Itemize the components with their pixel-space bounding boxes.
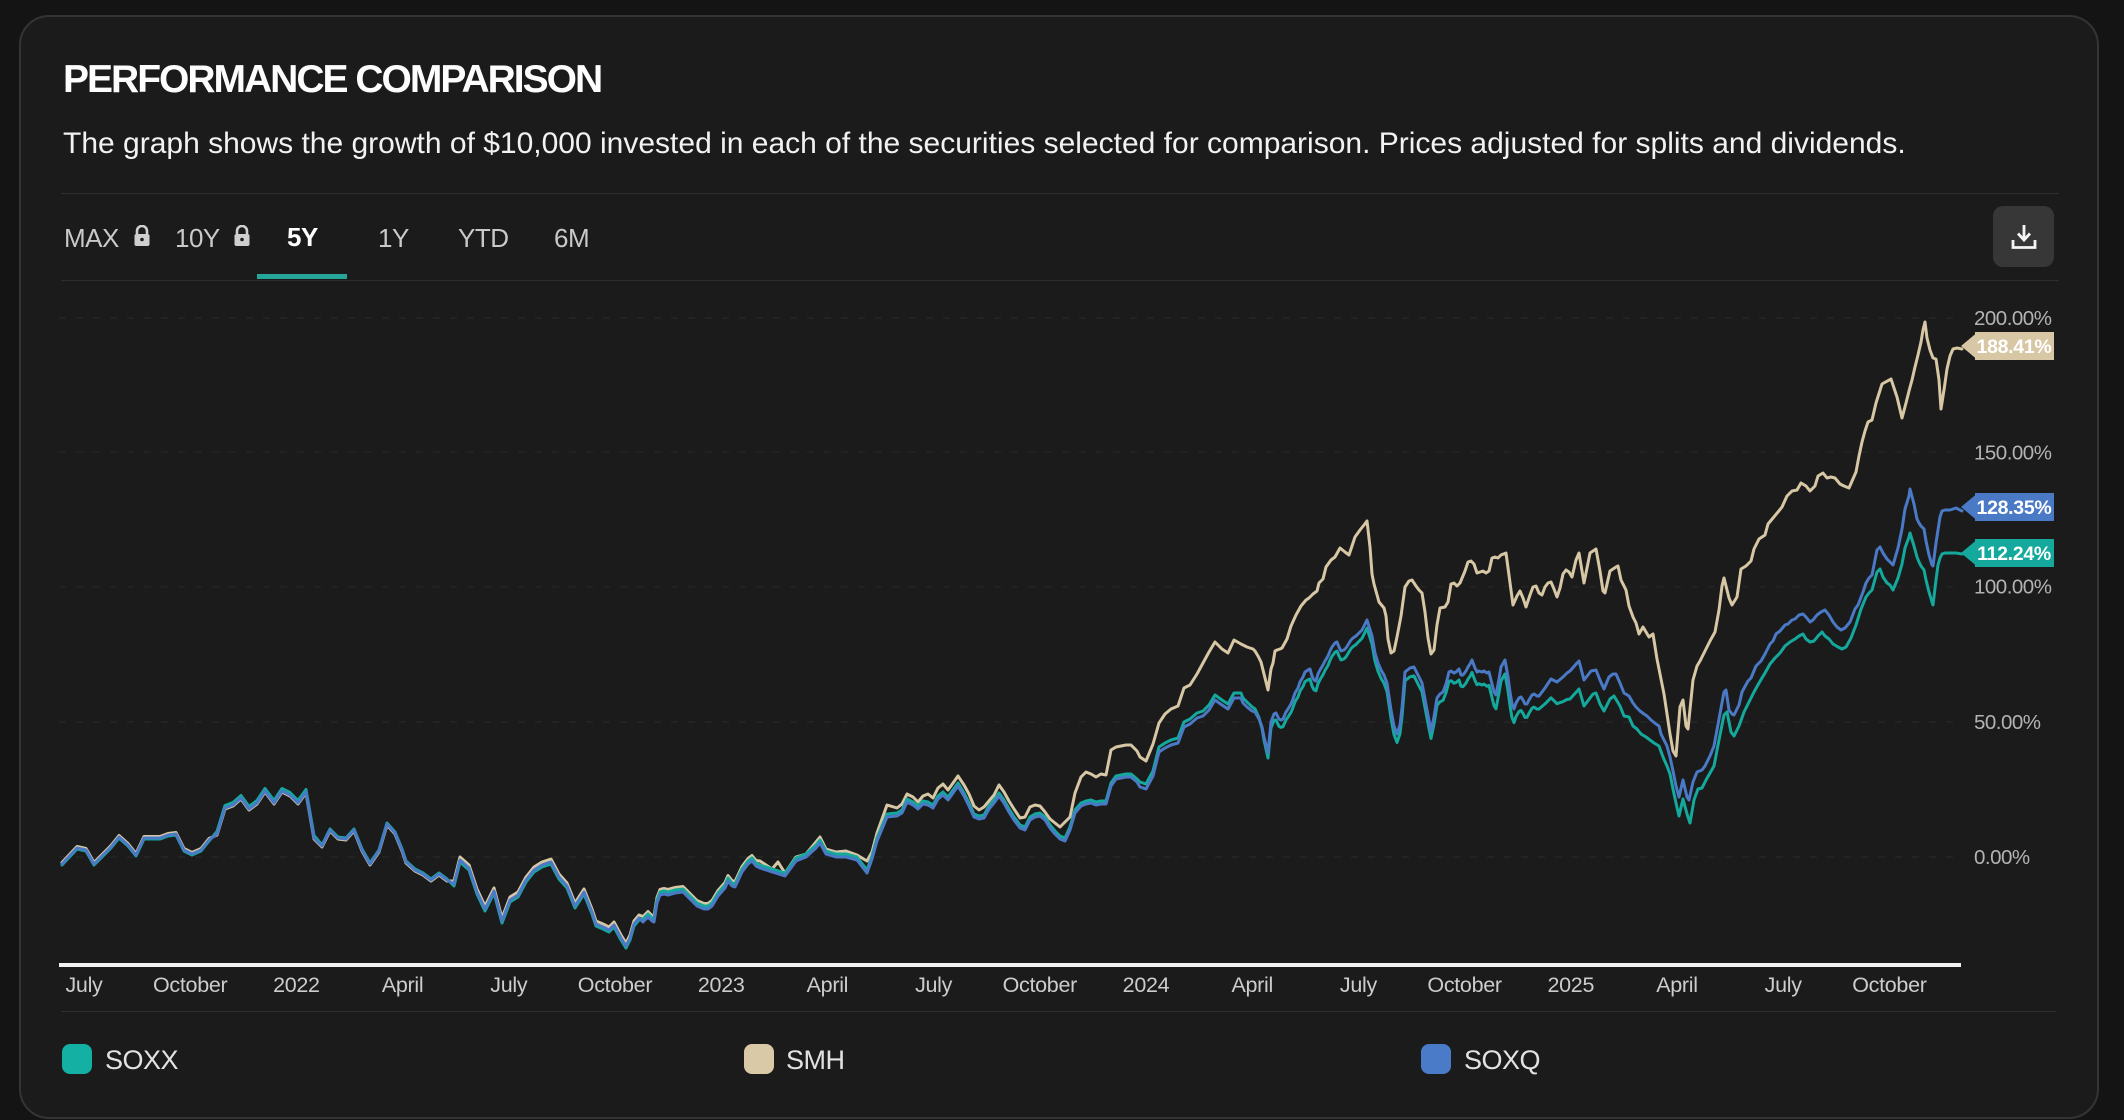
svg-text:April: April <box>807 973 849 997</box>
svg-text:188.41%: 188.41% <box>1977 336 2052 358</box>
svg-text:50.00%: 50.00% <box>1974 711 2041 734</box>
svg-text:April: April <box>382 973 424 997</box>
svg-text:2024: 2024 <box>1123 973 1170 997</box>
svg-text:July: July <box>65 973 103 997</box>
svg-text:July: July <box>490 973 528 997</box>
svg-text:July: July <box>1765 973 1803 997</box>
svg-text:October: October <box>1852 973 1927 997</box>
svg-text:October: October <box>153 973 228 997</box>
svg-text:October: October <box>1003 973 1078 997</box>
svg-text:April: April <box>1231 973 1273 997</box>
svg-text:October: October <box>1427 973 1502 997</box>
svg-text:0.00%: 0.00% <box>1974 846 2030 869</box>
svg-text:July: July <box>1340 973 1378 997</box>
svg-text:2022: 2022 <box>273 973 320 997</box>
svg-text:200.00%: 200.00% <box>1974 307 2052 330</box>
svg-text:July: July <box>915 973 953 997</box>
svg-text:112.24%: 112.24% <box>1977 543 2051 565</box>
svg-text:150.00%: 150.00% <box>1974 441 2052 464</box>
svg-text:October: October <box>578 973 653 997</box>
svg-text:2023: 2023 <box>698 973 745 997</box>
svg-text:2025: 2025 <box>1547 973 1594 997</box>
svg-text:128.35%: 128.35% <box>1977 497 2052 519</box>
svg-text:100.00%: 100.00% <box>1974 576 2052 599</box>
svg-text:April: April <box>1656 973 1698 997</box>
